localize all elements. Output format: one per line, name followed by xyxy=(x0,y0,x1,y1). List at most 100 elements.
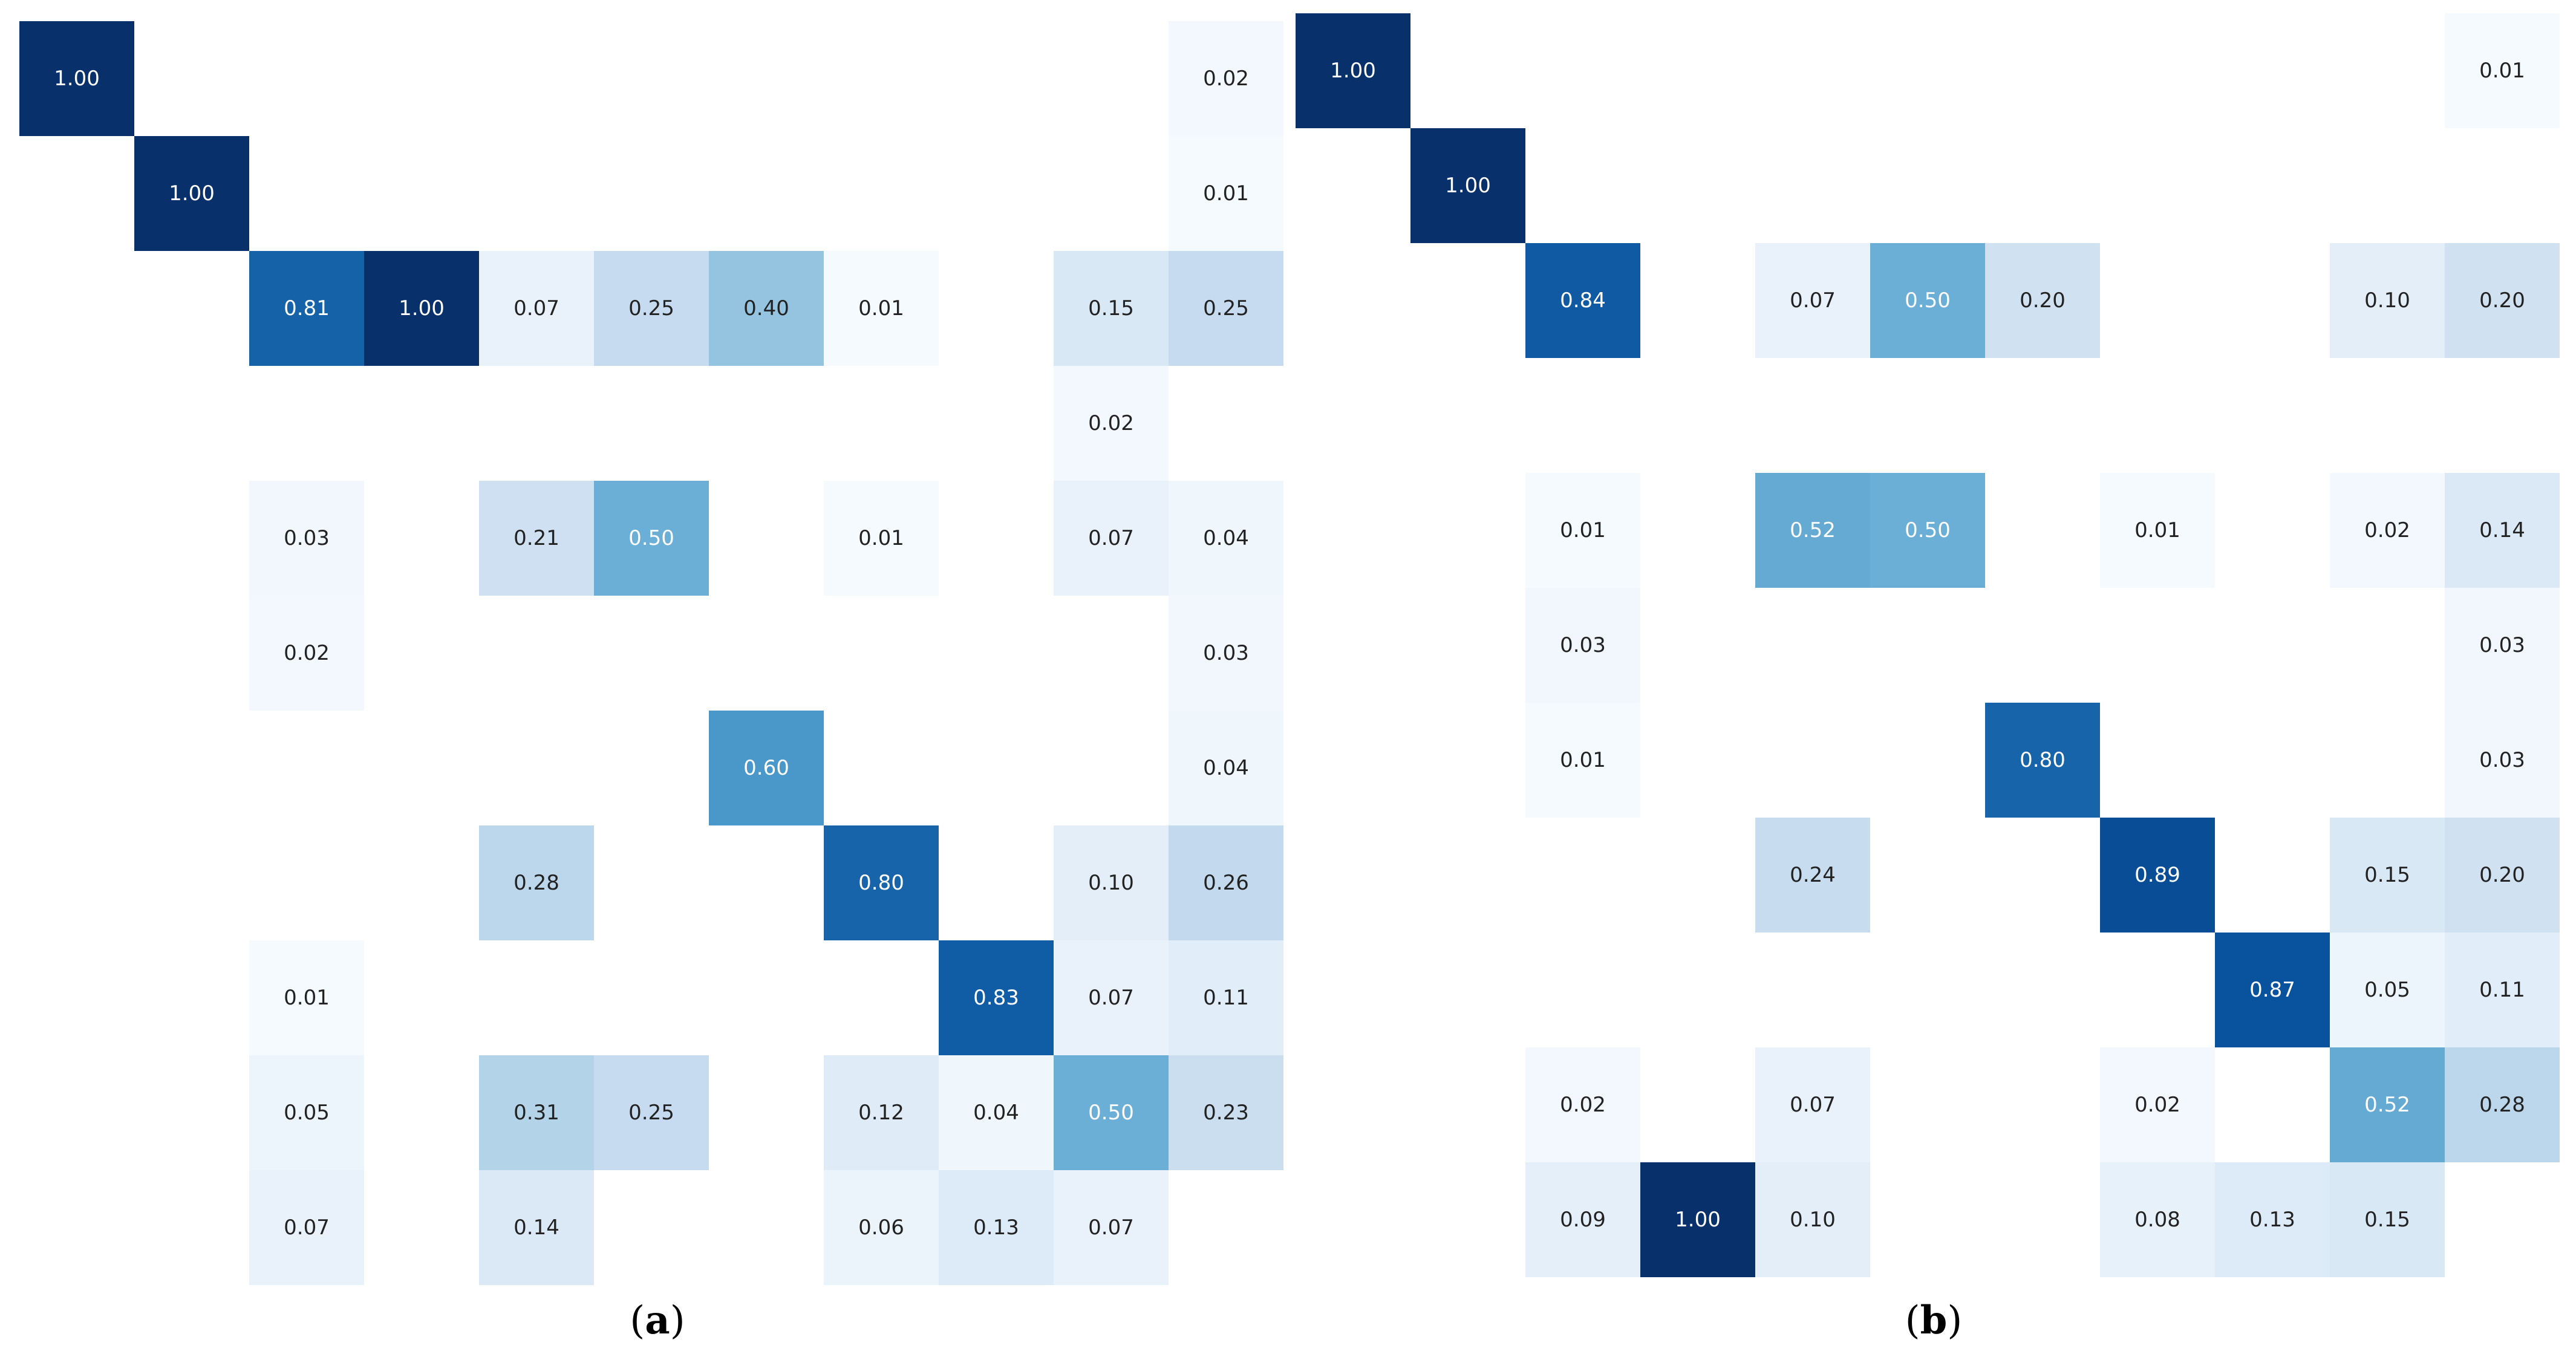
heatmap-cell xyxy=(2445,703,2560,818)
heatmap-cell-label: 0.87 xyxy=(2249,978,2295,1002)
heatmap-cell-label: 0.01 xyxy=(858,296,904,321)
heatmap-cell xyxy=(1169,825,1283,940)
heatmap-cell-label: 0.03 xyxy=(1560,633,1606,657)
heatmap-cell-label: 0.07 xyxy=(1088,1216,1134,1240)
heatmap-cell-label: 0.07 xyxy=(1088,526,1134,550)
heatmap-cell xyxy=(1054,940,1169,1055)
heatmap-cell-label: 0.02 xyxy=(2364,518,2410,542)
heatmap-cell xyxy=(1169,1055,1283,1170)
heatmap-cell xyxy=(939,1170,1054,1285)
heatmap-cell xyxy=(1755,1162,1870,1277)
heatmap-cell-label: 0.28 xyxy=(514,871,559,895)
heatmap-cell xyxy=(1870,473,1985,588)
heatmap-cell xyxy=(1985,243,2100,358)
heatmap-cell xyxy=(1870,243,1985,358)
heatmap-cell-label: 0.14 xyxy=(514,1216,559,1240)
heatmap-cell-label: 0.52 xyxy=(1790,518,1836,542)
heatmap-cell-label: 0.03 xyxy=(2479,748,2525,772)
heatmap-cell-label: 0.03 xyxy=(284,526,330,550)
heatmap-cell-label: 0.11 xyxy=(1203,986,1249,1010)
heatmap-cell xyxy=(594,1055,709,1170)
heatmap-cell xyxy=(1054,366,1169,481)
heatmap-cell-label: 0.80 xyxy=(2020,748,2066,772)
heatmap-cell-label: 0.02 xyxy=(1203,67,1249,91)
heatmap-cell xyxy=(249,596,364,711)
heatmap-cell xyxy=(594,481,709,596)
heatmap-cell-label: 0.02 xyxy=(1088,411,1134,435)
heatmap-cell-label: 0.25 xyxy=(1203,296,1249,321)
heatmap-cell-label: 0.05 xyxy=(2364,978,2410,1002)
heatmap-cell xyxy=(1755,1047,1870,1162)
heatmap-cell-label: 0.52 xyxy=(2364,1093,2410,1117)
heatmap-cell xyxy=(2445,1047,2560,1162)
heatmap-cell-label: 0.01 xyxy=(2134,518,2180,542)
heatmap-cell-label: 0.11 xyxy=(2479,978,2525,1002)
heatmap-cell xyxy=(1755,473,1870,588)
heatmap-cell xyxy=(2330,1047,2445,1162)
heatmap-cell xyxy=(2100,473,2215,588)
heatmap-cell xyxy=(249,1170,364,1285)
heatmap-cell xyxy=(249,481,364,596)
heatmap-cell xyxy=(1296,13,1410,128)
heatmap-cell xyxy=(2330,1162,2445,1277)
heatmap-cell-label: 0.25 xyxy=(628,1101,674,1125)
heatmap-cell xyxy=(824,1055,939,1170)
heatmap-cell xyxy=(2100,1162,2215,1277)
heatmap-cell xyxy=(2215,1162,2330,1277)
heatmap-cell xyxy=(479,1055,594,1170)
heatmap-cell-label: 1.00 xyxy=(54,67,100,91)
heatmap-cell-label: 0.24 xyxy=(1790,863,1836,887)
heatmap-cell xyxy=(1755,243,1870,358)
heatmap-cell xyxy=(1054,1055,1169,1170)
heatmap-cell-label: 0.89 xyxy=(2134,863,2180,887)
heatmap-cell xyxy=(249,1055,364,1170)
heatmap-cell-label: 0.01 xyxy=(1560,518,1606,542)
heatmap-cell-label: 0.23 xyxy=(1203,1101,1249,1125)
heatmap-cell xyxy=(1054,251,1169,366)
heatmap-cell-label: 0.08 xyxy=(2134,1208,2180,1232)
heatmap-cell xyxy=(1054,825,1169,940)
heatmap-cell-label: 0.15 xyxy=(1088,296,1134,321)
heatmap-cell-label: 0.04 xyxy=(973,1101,1019,1125)
heatmap-cell xyxy=(1054,481,1169,596)
heatmap-cell xyxy=(1410,128,1525,243)
heatmap-cell xyxy=(249,251,364,366)
heatmap-cell-label: 0.28 xyxy=(2479,1093,2525,1117)
heatmap-cell-label: 0.50 xyxy=(1905,288,1951,313)
heatmap-cell xyxy=(249,940,364,1055)
heatmap-cell-label: 0.25 xyxy=(628,296,674,321)
heatmap-cell-label: 0.10 xyxy=(1790,1208,1836,1232)
heatmap-cell xyxy=(134,136,249,251)
heatmap-cell-label: 0.10 xyxy=(1088,871,1134,895)
heatmap-cell-label: 0.03 xyxy=(2479,633,2525,657)
heatmap-cell xyxy=(824,1170,939,1285)
heatmap-cell xyxy=(2445,13,2560,128)
heatmap-cell-label: 0.50 xyxy=(628,526,674,550)
panel-label-b: (b) xyxy=(1905,1298,1963,1343)
heatmap-cell xyxy=(2445,818,2560,933)
heatmap-cell xyxy=(594,251,709,366)
heatmap-cell-label: 0.05 xyxy=(284,1101,330,1125)
heatmap-cell-label: 0.60 xyxy=(743,756,789,780)
heatmap-cell xyxy=(19,21,134,136)
heatmap-cell-label: 0.01 xyxy=(1560,748,1606,772)
heatmap-cell-label: 0.21 xyxy=(514,526,559,550)
heatmap-cell xyxy=(1640,1162,1755,1277)
heatmap-cell xyxy=(1169,21,1283,136)
heatmap-cell xyxy=(1169,940,1283,1055)
heatmap-cell xyxy=(1755,818,1870,933)
heatmap-cell xyxy=(939,940,1054,1055)
heatmap-cell-label: 0.20 xyxy=(2479,288,2525,313)
heatmap-cell xyxy=(824,825,939,940)
heatmap-cell-label: 0.09 xyxy=(1560,1208,1606,1232)
heatmap-cell-label: 0.01 xyxy=(284,986,330,1010)
heatmap-cell xyxy=(709,251,824,366)
heatmap-cell xyxy=(2445,473,2560,588)
heatmap-cell-label: 0.02 xyxy=(284,641,330,665)
heatmap-cell-label: 0.31 xyxy=(514,1101,559,1125)
heatmap-cell-label: 0.07 xyxy=(1790,1093,1836,1117)
heatmap-cell xyxy=(1525,473,1640,588)
heatmap-cell-label: 0.83 xyxy=(973,986,1019,1010)
heatmap-cell-label: 0.10 xyxy=(2364,288,2410,313)
heatmap-cell-label: 0.06 xyxy=(858,1216,904,1240)
